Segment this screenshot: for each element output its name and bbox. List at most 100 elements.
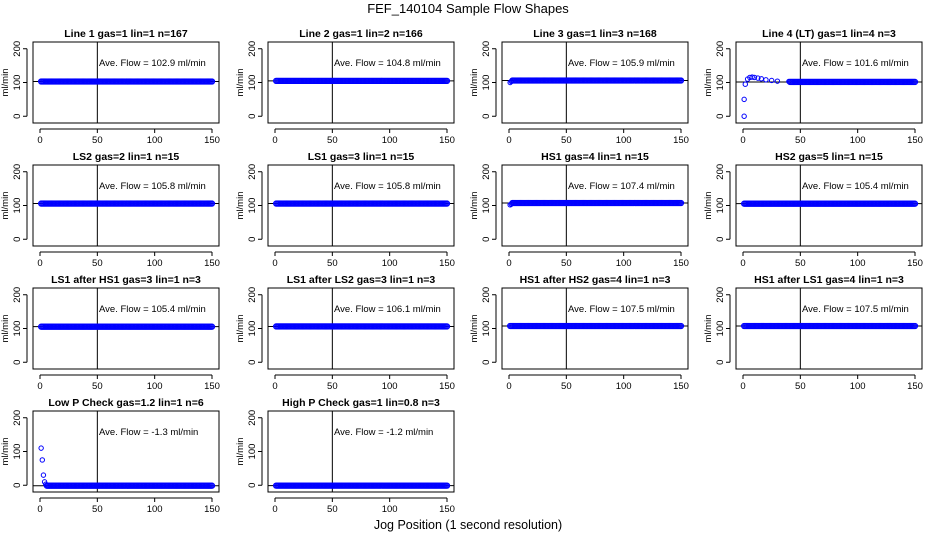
data-points bbox=[37, 323, 216, 330]
panel-title: High P Check gas=1 lin=0.8 n=3 bbox=[282, 397, 440, 409]
y-tick-label: 0 bbox=[481, 360, 492, 365]
y-tick-label: 200 bbox=[481, 287, 492, 303]
plot-frame bbox=[501, 287, 689, 370]
data-points bbox=[740, 200, 919, 207]
plot-frame bbox=[32, 287, 220, 370]
x-tick-label: 150 bbox=[673, 381, 689, 392]
average-flow-annotation: Ave. Flow = 105.4 ml/min bbox=[99, 304, 206, 315]
x-tick-label: 150 bbox=[204, 504, 220, 515]
x-tick-label: 150 bbox=[204, 258, 220, 269]
y-tick-label: 100 bbox=[12, 198, 23, 214]
panel-title: HS1 gas=4 lin=1 n=15 bbox=[541, 151, 649, 163]
y-tick-label: 200 bbox=[12, 164, 23, 180]
y-axis-label: ml/min bbox=[703, 192, 714, 220]
y-axis-label: ml/min bbox=[469, 69, 480, 97]
data-point bbox=[677, 199, 685, 207]
panel-title: Low P Check gas=1.2 lin=1 n=6 bbox=[48, 397, 203, 409]
y-tick-label: 200 bbox=[12, 287, 23, 303]
data-point bbox=[677, 322, 685, 330]
x-tick-label: 150 bbox=[907, 381, 923, 392]
y-tick-label: 0 bbox=[247, 360, 258, 365]
y-tick-label: 100 bbox=[481, 198, 492, 214]
y-tick-label: 200 bbox=[247, 41, 258, 57]
x-tick-label: 150 bbox=[204, 135, 220, 146]
y-tick-label: 200 bbox=[715, 287, 726, 303]
y-tick-label: 100 bbox=[12, 444, 23, 460]
x-tick-label: 50 bbox=[561, 258, 572, 269]
x-tick-label: 0 bbox=[740, 258, 745, 269]
y-axis-label: ml/min bbox=[0, 69, 11, 97]
data-point bbox=[443, 77, 451, 85]
chart-panel-3: Line 3 gas=1 lin=3 n=168 0 50 100 150 0 100 200… bbox=[469, 28, 689, 146]
x-tick-label: 0 bbox=[37, 258, 42, 269]
x-tick-label: 0 bbox=[272, 135, 277, 146]
x-tick-label: 50 bbox=[795, 135, 806, 146]
y-tick-label: 200 bbox=[12, 410, 23, 426]
panel-title: Line 3 gas=1 lin=3 n=168 bbox=[533, 28, 657, 40]
y-axis-label: ml/min bbox=[703, 69, 714, 97]
average-flow-annotation: Ave. Flow = 101.6 ml/min bbox=[802, 58, 909, 69]
panel-title: LS2 gas=2 lin=1 n=15 bbox=[73, 151, 180, 163]
panel-title: Line 2 gas=1 lin=2 n=166 bbox=[299, 28, 423, 40]
y-tick-label: 200 bbox=[247, 410, 258, 426]
x-tick-label: 100 bbox=[147, 135, 163, 146]
chart-panel-5: LS2 gas=2 lin=1 n=15 0 50 100 150 0 100 200 ml/m… bbox=[0, 151, 220, 269]
x-tick-label: 150 bbox=[673, 135, 689, 146]
y-tick-label: 200 bbox=[481, 164, 492, 180]
y-tick-label: 0 bbox=[715, 360, 726, 365]
y-tick-label: 100 bbox=[12, 321, 23, 337]
x-tick-label: 0 bbox=[272, 381, 277, 392]
chart-panel-8: HS2 gas=5 lin=1 n=15 0 50 100 150 0 100 200 ml/m… bbox=[703, 151, 923, 269]
data-point bbox=[40, 472, 47, 478]
y-axis-label: ml/min bbox=[0, 192, 11, 220]
average-flow-annotation: Ave. Flow = -1.2 ml/min bbox=[334, 427, 433, 438]
x-tick-label: 150 bbox=[439, 135, 455, 146]
plot-frame bbox=[735, 164, 923, 247]
x-tick-label: 150 bbox=[673, 258, 689, 269]
x-tick-label: 0 bbox=[506, 381, 511, 392]
y-tick-label: 200 bbox=[247, 287, 258, 303]
data-point bbox=[677, 77, 685, 84]
x-tick-label: 100 bbox=[147, 504, 163, 515]
data-point bbox=[208, 482, 216, 489]
x-tick-label: 50 bbox=[561, 135, 572, 146]
data-point bbox=[208, 78, 216, 85]
x-tick-label: 50 bbox=[561, 381, 572, 392]
x-tick-label: 50 bbox=[795, 258, 806, 269]
y-tick-label: 100 bbox=[715, 75, 726, 91]
x-tick-label: 0 bbox=[37, 381, 42, 392]
y-tick-label: 200 bbox=[247, 164, 258, 180]
data-points bbox=[37, 78, 216, 85]
data-point bbox=[208, 200, 216, 207]
x-tick-label: 0 bbox=[506, 258, 511, 269]
y-tick-label: 200 bbox=[715, 164, 726, 180]
y-axis-label: ml/min bbox=[235, 192, 246, 220]
average-flow-annotation: Ave. Flow = 107.5 ml/min bbox=[568, 304, 675, 315]
data-points bbox=[741, 74, 919, 119]
x-tick-label: 100 bbox=[850, 381, 866, 392]
data-point bbox=[39, 457, 45, 463]
x-tick-label: 50 bbox=[92, 135, 103, 146]
x-tick-label: 100 bbox=[382, 381, 398, 392]
average-flow-annotation: Ave. Flow = 104.8 ml/min bbox=[334, 58, 441, 69]
y-tick-label: 200 bbox=[481, 41, 492, 57]
chart-panel-4: Line 4 (LT) gas=1 lin=4 n=3 0 50 100 150 0 100… bbox=[703, 28, 923, 146]
chart-panel-10: LS1 after LS2 gas=3 lin=1 n=3 0 50 100 150 0 1… bbox=[235, 274, 455, 392]
x-tick-label: 100 bbox=[382, 504, 398, 515]
chart-panel-1: Line 1 gas=1 lin=1 n=167 0 50 100 150 0 100 200… bbox=[0, 28, 220, 146]
y-tick-label: 100 bbox=[481, 75, 492, 91]
data-point bbox=[208, 323, 216, 330]
average-flow-annotation: Ave. Flow = 105.8 ml/min bbox=[99, 181, 206, 192]
x-tick-label: 100 bbox=[147, 381, 163, 392]
panel-title: Line 1 gas=1 lin=1 n=167 bbox=[64, 28, 188, 40]
x-tick-label: 100 bbox=[616, 258, 632, 269]
data-points bbox=[272, 200, 451, 207]
plot-frame bbox=[267, 164, 455, 247]
data-points bbox=[507, 199, 685, 208]
x-tick-label: 50 bbox=[327, 504, 338, 515]
chart-panel-6: LS1 gas=3 lin=1 n=15 0 50 100 150 0 100 200 ml/m… bbox=[235, 151, 455, 269]
y-tick-label: 100 bbox=[247, 198, 258, 214]
data-points bbox=[740, 322, 919, 330]
data-point bbox=[911, 322, 919, 330]
